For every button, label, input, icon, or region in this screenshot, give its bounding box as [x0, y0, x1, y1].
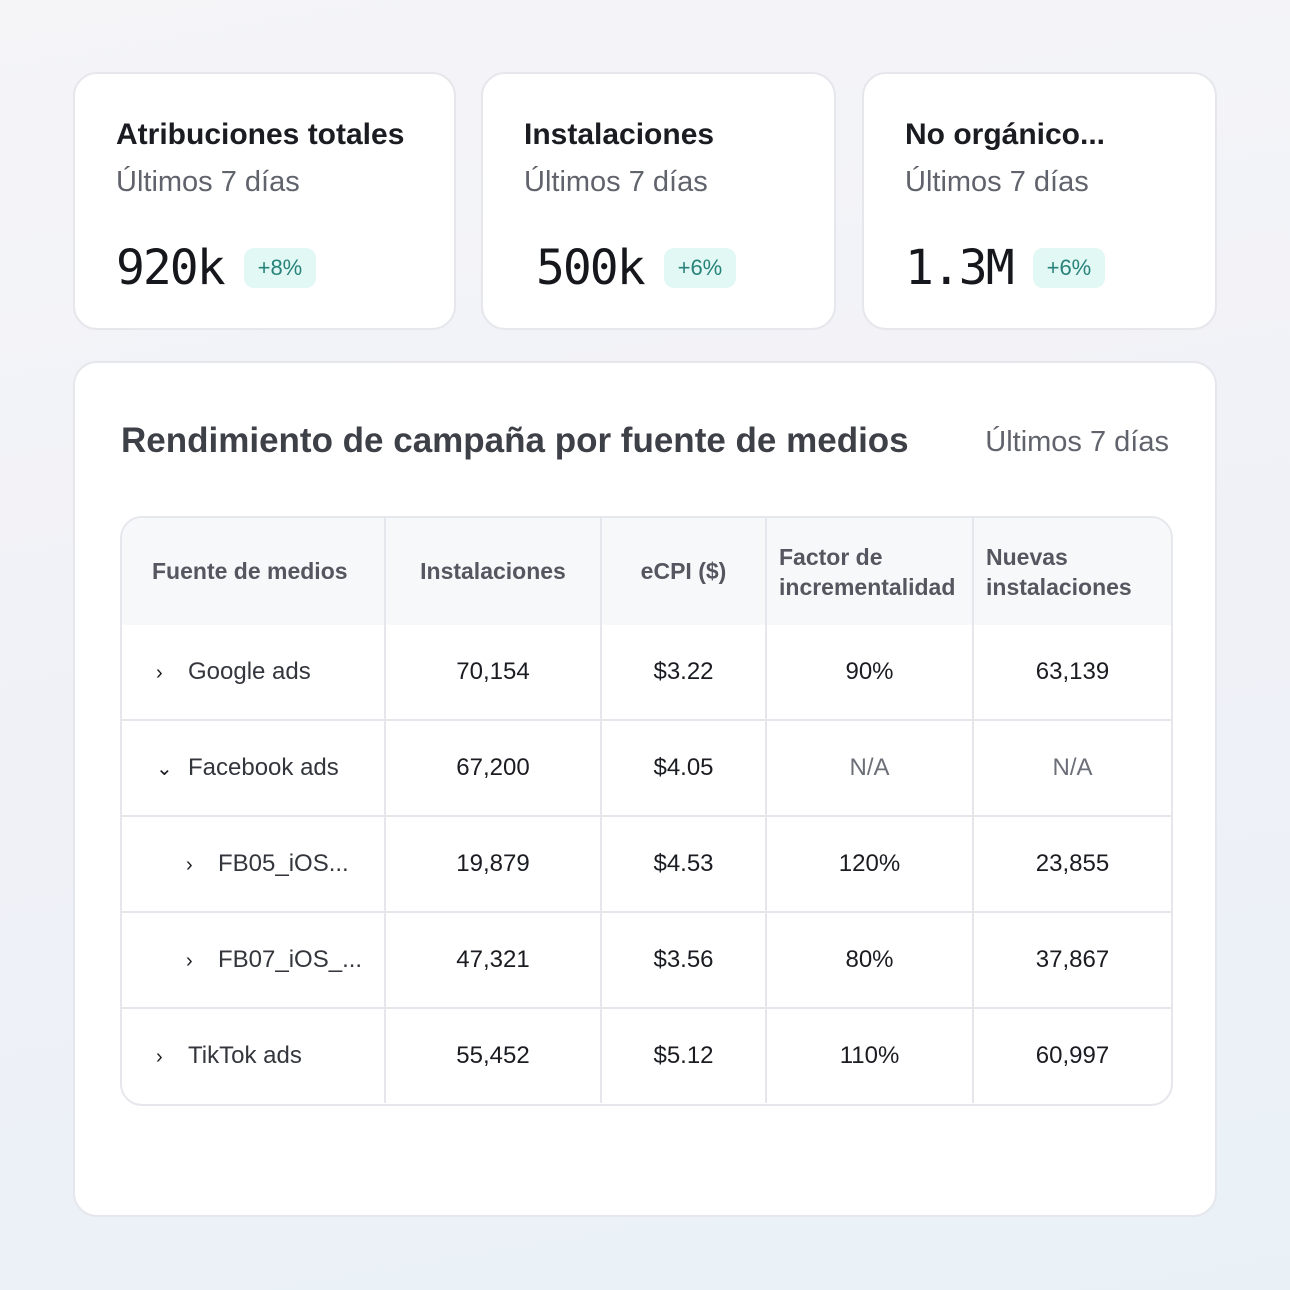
panel-title: Rendimiento de campaña por fuente de med… [121, 421, 909, 460]
kpi-card-non-organic: No orgánico... Últimos 7 días 1.3M +6% [862, 72, 1217, 330]
source-label: Google ads [188, 658, 311, 685]
cell-new-installs: 37,867 [973, 911, 1171, 1008]
column-header-label: instalaciones [986, 573, 1132, 600]
kpi-card-total-attributions: Atribuciones totales Últimos 7 días 920k… [73, 72, 456, 330]
cell-new-installs: N/A [973, 719, 1171, 816]
cell-new-installs: 60,997 [973, 1007, 1171, 1103]
kpi-delta-badge: +8% [243, 248, 317, 288]
column-header-label: eCPI ($) [640, 558, 727, 584]
cell-factor: 120% [766, 815, 974, 912]
kpi-value-row: 1.3M +6% [905, 240, 1106, 296]
kpi-title: No orgánico... [905, 118, 1106, 151]
kpi-period: Últimos 7 días [116, 166, 300, 198]
column-header-label: incrementalidad [779, 573, 956, 600]
source-label: TikTok ads [188, 1042, 302, 1069]
kpi-period: Últimos 7 días [524, 166, 708, 198]
chevron-right-icon[interactable]: › [156, 1046, 163, 1068]
campaign-performance-panel: Rendimiento de campaña por fuente de med… [73, 361, 1217, 1217]
column-header-ecpi[interactable]: eCPI ($) [601, 518, 767, 625]
kpi-card-installs: Instalaciones Últimos 7 días 500k +6% [481, 72, 836, 330]
cell-installs: 19,879 [385, 815, 602, 912]
source-label: FB05_iOS... [218, 850, 349, 877]
kpi-value: 500k [536, 240, 646, 296]
chevron-right-icon[interactable]: › [186, 854, 193, 876]
cell-source: › FB07_iOS_... [122, 911, 386, 1008]
panel-period: Últimos 7 días [985, 426, 1169, 458]
table-row-google-ads[interactable]: › Google ads 70,154 $3.22 90% 63,139 [122, 625, 1171, 720]
table-row-tiktok-ads[interactable]: › TikTok ads 55,452 $5.12 110% 60,997 [122, 1007, 1171, 1103]
cell-installs: 67,200 [385, 719, 602, 816]
kpi-period: Últimos 7 días [905, 166, 1089, 198]
chevron-right-icon[interactable]: › [156, 662, 163, 684]
cell-new-installs: 63,139 [1035, 658, 1110, 685]
cell-ecpi: $4.05 [601, 719, 767, 816]
cell-installs: 55,452 [385, 1007, 602, 1103]
source-label: FB07_iOS_... [218, 946, 363, 973]
source-label: Facebook ads [188, 754, 339, 781]
cell-installs: 70,154 [385, 625, 602, 720]
cell-ecpi: $4.53 [601, 815, 767, 912]
cell-ecpi: $5.12 [601, 1007, 767, 1103]
kpi-delta-badge: +6% [1032, 248, 1106, 288]
cell-source: › Google ads [122, 625, 386, 720]
cell-factor: 90% [766, 625, 974, 720]
cell-source: › TikTok ads [122, 1007, 386, 1103]
kpi-value-row: 920k +8% [116, 240, 317, 296]
media-source-table: Fuente de medios Instalaciones eCPI ($) … [120, 516, 1173, 1106]
column-header-new-installs[interactable]: Nuevas instalaciones [973, 518, 1171, 625]
kpi-value-row: 500k +6% [536, 240, 737, 296]
cell-source: ⌄ Facebook ads [122, 719, 386, 816]
column-header-source[interactable]: Fuente de medios [122, 518, 386, 625]
kpi-title: Atribuciones totales [116, 118, 405, 151]
column-header-label: Fuente de medios [152, 558, 348, 584]
table-row-fb05-ios[interactable]: › FB05_iOS... 19,879 $4.53 120% 23,855 [122, 815, 1171, 912]
chevron-down-icon[interactable]: ⌄ [156, 758, 173, 780]
column-header-label: Instalaciones [420, 558, 566, 584]
cell-ecpi: $3.22 [601, 625, 767, 720]
kpi-title: Instalaciones [524, 118, 715, 151]
cell-factor: 110% [766, 1007, 974, 1103]
kpi-value: 920k [116, 240, 226, 296]
table-row-facebook-ads[interactable]: ⌄ Facebook ads 67,200 $4.05 N/A N/A [122, 719, 1171, 816]
chevron-right-icon[interactable]: › [186, 950, 193, 972]
table-row-fb07-ios[interactable]: › FB07_iOS_... 47,321 $3.56 80% 37,867 [122, 911, 1171, 1008]
column-header-label: Nuevas [986, 543, 1068, 570]
cell-source: › FB05_iOS... [122, 815, 386, 912]
column-header-installs[interactable]: Instalaciones [385, 518, 602, 625]
column-header-incrementality-factor[interactable]: Factor de incrementalidad [766, 518, 974, 625]
table-header-row: Fuente de medios Instalaciones eCPI ($) … [122, 518, 1171, 625]
kpi-delta-badge: +6% [663, 248, 737, 288]
cell-new-installs: 23,855 [973, 815, 1171, 912]
cell-factor: 80% [766, 911, 974, 1008]
kpi-value: 1.3M [905, 240, 1015, 296]
cell-installs: 47,321 [385, 911, 602, 1008]
cell-factor: N/A [766, 719, 974, 816]
column-header-label: Factor de [779, 543, 883, 570]
cell-ecpi: $3.56 [601, 911, 767, 1008]
